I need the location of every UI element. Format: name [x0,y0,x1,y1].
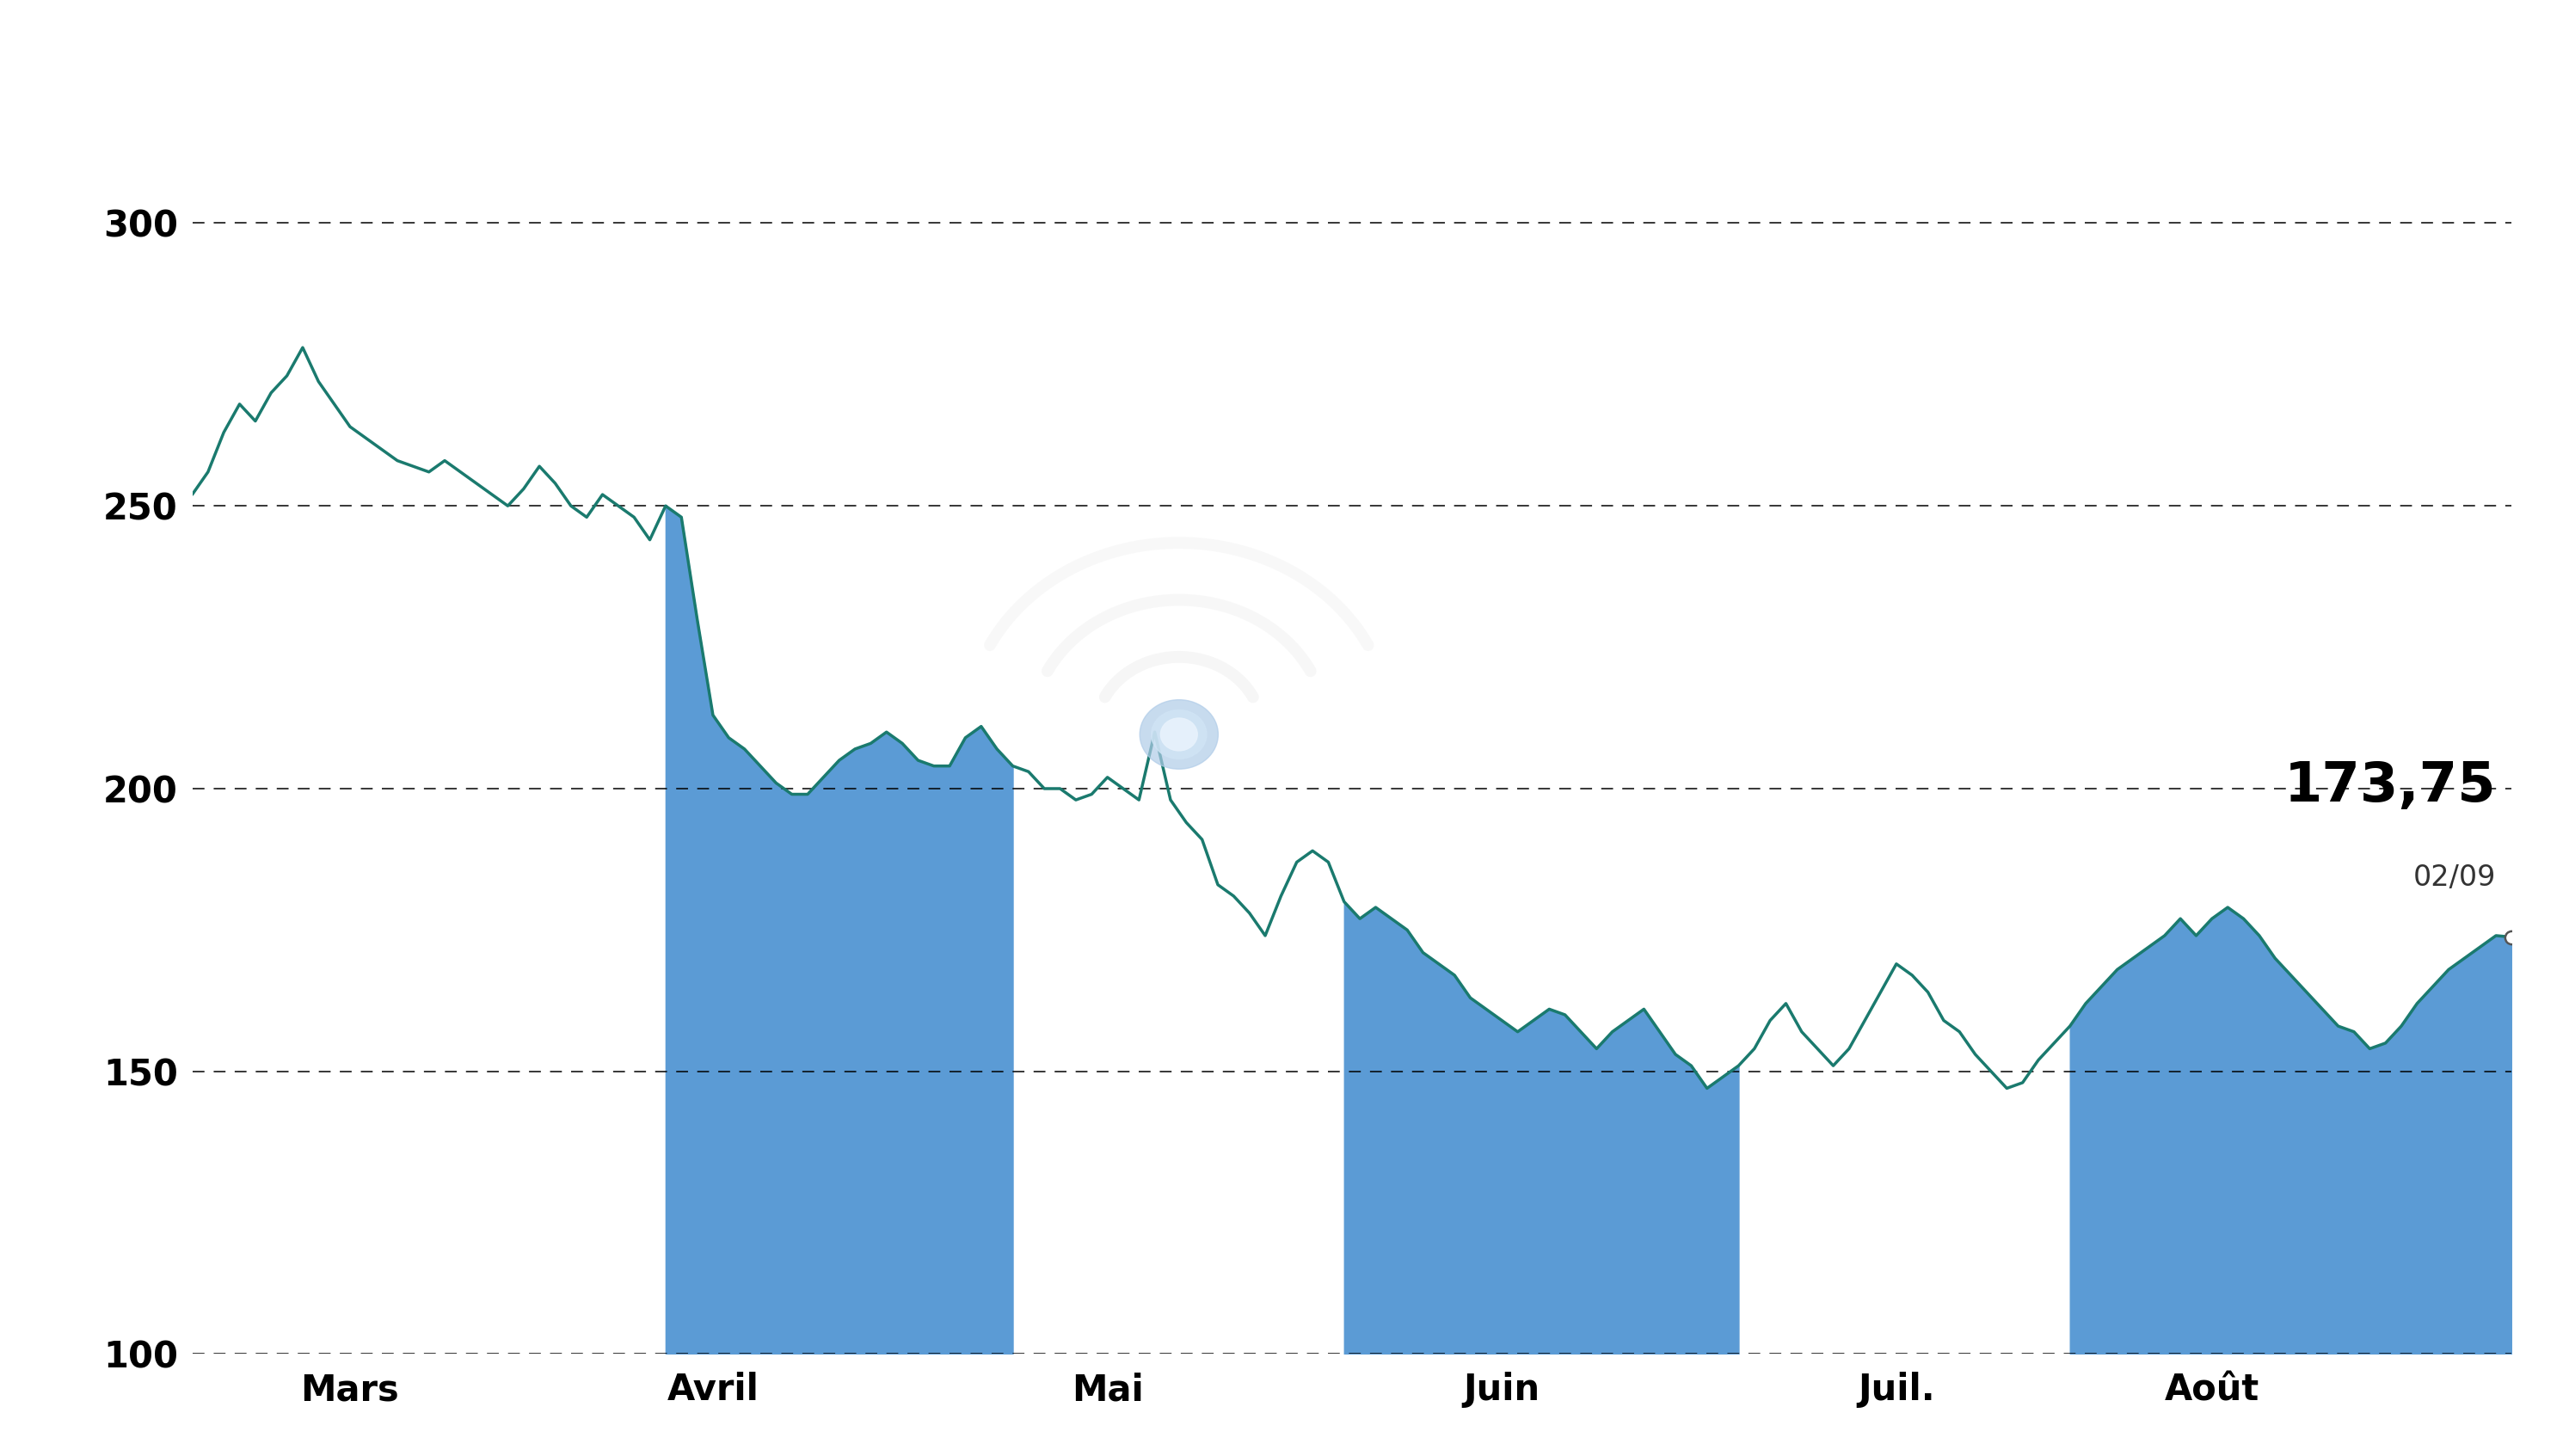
Circle shape [1161,718,1197,751]
Text: SARTORIUS STED BIO: SARTORIUS STED BIO [600,4,1963,115]
Circle shape [1151,711,1207,759]
Text: 02/09: 02/09 [2414,863,2496,893]
Circle shape [1141,700,1217,769]
Text: 173,75: 173,75 [2284,760,2496,812]
